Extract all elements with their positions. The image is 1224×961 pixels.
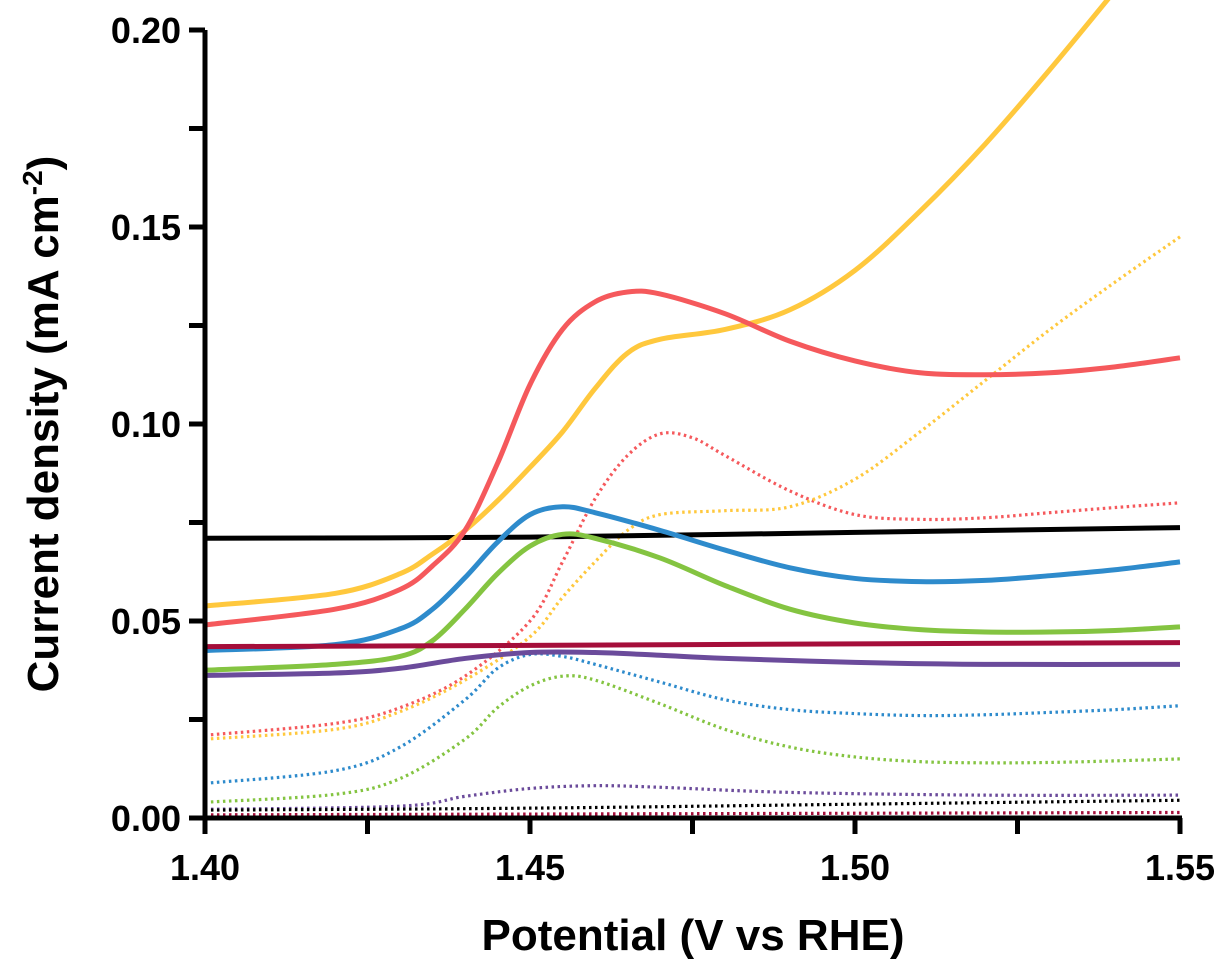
y-tick-label-0-15: 0.15 xyxy=(111,207,181,248)
x-tick-label-1-45: 1.45 xyxy=(495,847,565,888)
y-axis-title-superscript: -2 xyxy=(17,170,48,195)
ticks xyxy=(189,27,1183,834)
series-12-dotted-line xyxy=(205,798,1181,812)
series-2-solid-line xyxy=(205,288,1181,628)
series-1-solid-line xyxy=(205,0,1111,609)
y-axis-title-main: Current density (mA cm xyxy=(19,195,68,692)
series-13-dotted-line xyxy=(205,810,1181,817)
tick-labels: 1.40 1.45 1.50 1.55 0.00 0.05 0.10 0.15 0.20 xyxy=(111,10,1215,888)
x-tick-label-1-4: 1.40 xyxy=(170,847,240,888)
x-tick-label-1-5: 1.50 xyxy=(820,847,890,888)
y-tick-label-0-05: 0.05 xyxy=(111,601,181,642)
series-0-solid-line xyxy=(205,525,1181,541)
x-tick-label-1-55: 1.55 xyxy=(1145,847,1215,888)
series-9-dotted-line xyxy=(205,652,1181,785)
series-5-solid-line xyxy=(205,640,1181,650)
series-3-solid-line xyxy=(205,504,1181,654)
series-4-solid-line xyxy=(205,531,1181,673)
axes xyxy=(202,30,1182,821)
y-tick-label-0-2: 0.20 xyxy=(111,10,181,51)
y-axis-title-end: ) xyxy=(19,156,68,171)
series-10-dotted-line xyxy=(205,674,1181,804)
series-6-solid-line xyxy=(205,649,1181,678)
series-layer xyxy=(205,0,1181,817)
y-axis-title: Current density (mA cm-2) xyxy=(17,156,68,693)
series-7-dotted-line xyxy=(205,431,1181,737)
x-axis-title: Potential (V vs RHE) xyxy=(482,911,905,960)
y-tick-label-0-1: 0.10 xyxy=(111,404,181,445)
y-tick-label-0: 0.00 xyxy=(111,798,181,839)
